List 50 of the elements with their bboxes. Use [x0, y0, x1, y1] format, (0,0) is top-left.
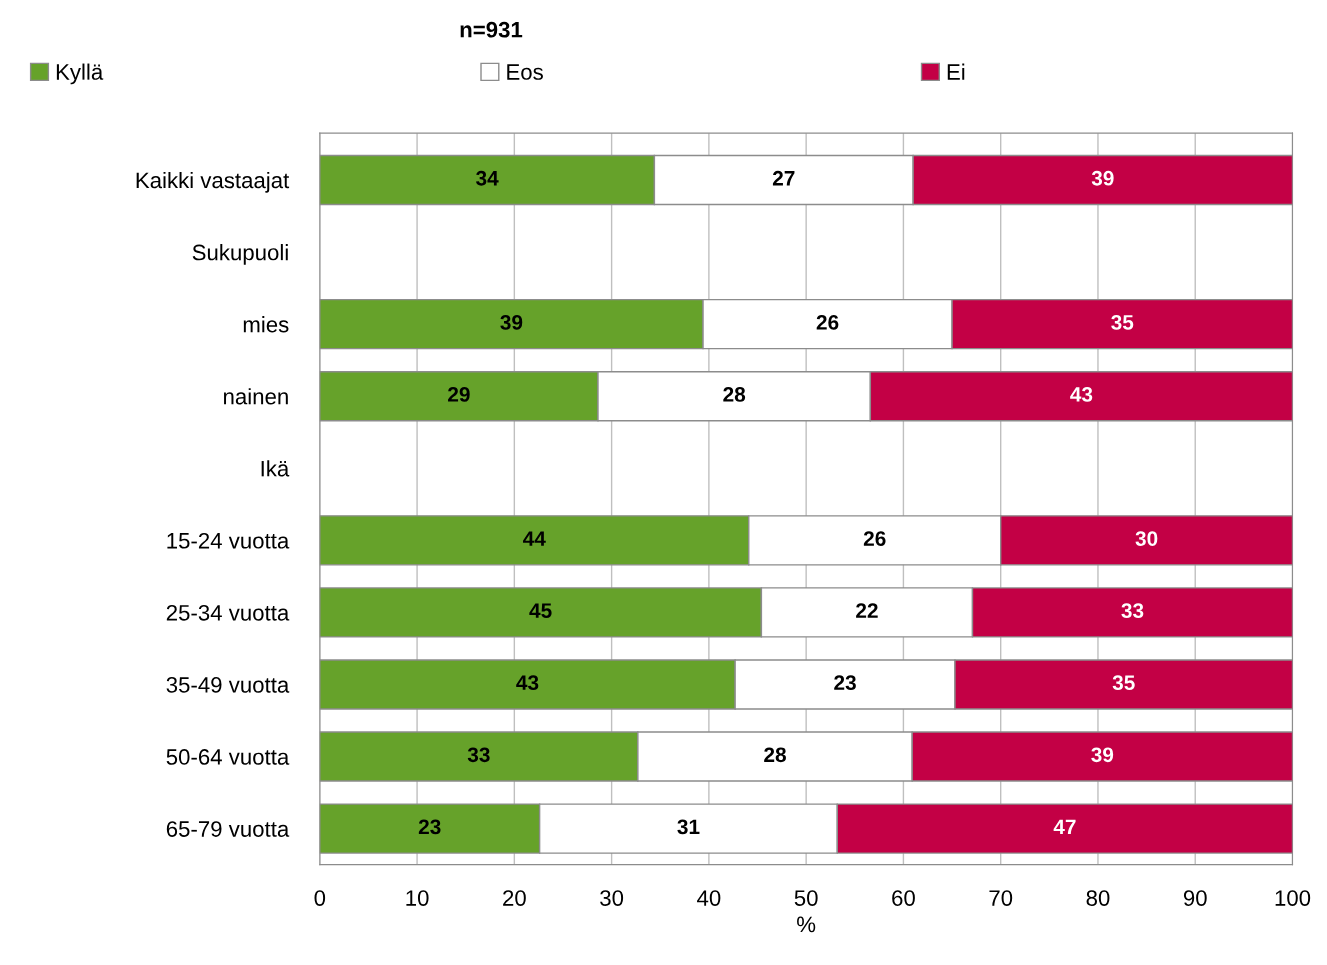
data-label: 43 — [1070, 387, 1093, 402]
y-tick-label: 15-24 vuotta — [167, 532, 290, 549]
data-label: 31 — [677, 819, 700, 835]
data-label: 43 — [516, 675, 539, 691]
legend-label: Ei — [947, 63, 965, 80]
data-label: 23 — [418, 819, 441, 835]
data-label: 26 — [816, 314, 839, 330]
x-tick-label: 20 — [503, 890, 526, 906]
data-label: 27 — [772, 170, 795, 186]
x-tick-label: 40 — [697, 890, 721, 906]
x-tick-label: 0 — [314, 890, 326, 906]
data-label: 39 — [1091, 747, 1114, 763]
y-tick-label: 65-79 vuotta — [166, 821, 290, 837]
x-tick-label: 80 — [1086, 890, 1110, 906]
legend-label: Eos — [507, 64, 543, 80]
x-tick-label: 70 — [989, 890, 1013, 906]
data-label: 23 — [834, 675, 856, 691]
x-tick-label: 100 — [1275, 890, 1311, 906]
y-tick-label: 35-49 vuotta — [166, 677, 290, 693]
x-tick-label: 90 — [1183, 890, 1207, 906]
data-label: 34 — [476, 170, 499, 186]
data-label: 44 — [523, 531, 546, 546]
data-label: 39 — [500, 314, 523, 330]
data-label: 35 — [1111, 314, 1134, 330]
y-tick-label: nainen — [224, 388, 288, 405]
data-label: 35 — [1112, 675, 1135, 691]
data-label: 39 — [1091, 170, 1114, 186]
data-label: 47 — [1053, 819, 1076, 834]
chart-title: n=931 — [460, 21, 523, 38]
y-tick-label: Ikä — [261, 460, 290, 477]
y-tick-label: Kaikki vastaajat — [136, 171, 290, 193]
data-label: 28 — [723, 387, 746, 402]
data-label: 30 — [1135, 531, 1158, 546]
data-label: 29 — [448, 387, 470, 402]
x-axis-title: % — [797, 916, 816, 933]
data-label: 33 — [1121, 603, 1144, 619]
data-label: 22 — [856, 603, 878, 618]
data-label: 45 — [529, 603, 552, 618]
data-label: 26 — [863, 531, 886, 546]
y-tick-label: mies — [243, 316, 289, 333]
legend-label: Kyllä — [56, 63, 104, 85]
y-tick-label: Sukupuoli — [192, 244, 288, 265]
x-tick-label: 10 — [406, 890, 429, 906]
y-tick-label: 25-34 vuotta — [166, 604, 290, 621]
x-tick-label: 30 — [600, 890, 624, 906]
data-label: 28 — [764, 747, 786, 763]
data-label: 33 — [467, 747, 490, 763]
y-tick-label: 50-64 vuotta — [166, 749, 290, 765]
x-tick-label: 50 — [794, 890, 818, 906]
x-tick-label: 60 — [892, 890, 915, 906]
